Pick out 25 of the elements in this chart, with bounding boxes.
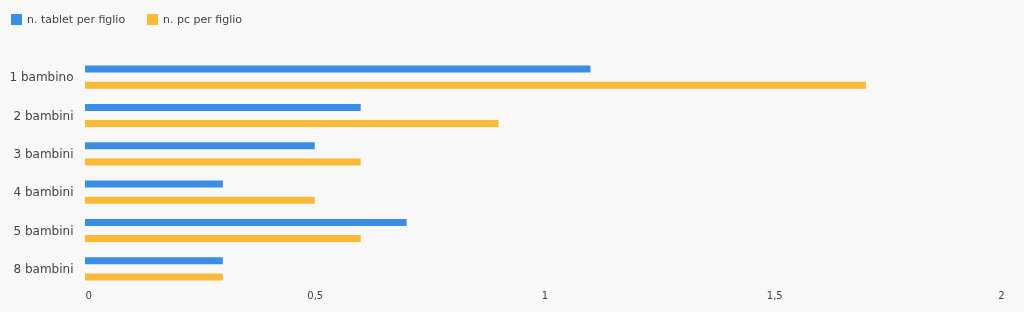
y-tick-label: 3 bambini xyxy=(13,146,74,161)
y-tick-label: 4 bambini xyxy=(13,185,74,200)
bar xyxy=(85,65,591,73)
x-tick-label: 2 xyxy=(998,289,1005,301)
y-tick-label: 5 bambini xyxy=(13,223,74,238)
y-tick-label: 1 bambino xyxy=(9,70,74,85)
bar xyxy=(85,142,315,150)
bar xyxy=(85,257,223,265)
legend-label: n. pc per figlio xyxy=(163,12,243,26)
bar xyxy=(85,81,867,89)
bar xyxy=(85,273,223,281)
bar xyxy=(85,218,407,226)
bar xyxy=(85,120,499,128)
bar xyxy=(85,103,361,111)
bar xyxy=(85,180,223,188)
x-tick-label: 0,5 xyxy=(307,289,324,301)
y-tick-label: 2 bambini xyxy=(13,108,74,123)
x-tick-label: 0 xyxy=(85,289,92,301)
x-tick-label: 1 xyxy=(541,289,549,301)
y-tick-label: 8 bambini xyxy=(13,261,74,276)
bar xyxy=(85,158,361,166)
bar xyxy=(85,196,315,204)
legend-label: n. tablet per figlio xyxy=(27,12,126,26)
bar xyxy=(85,235,361,243)
x-tick-label: 1,5 xyxy=(766,289,783,301)
